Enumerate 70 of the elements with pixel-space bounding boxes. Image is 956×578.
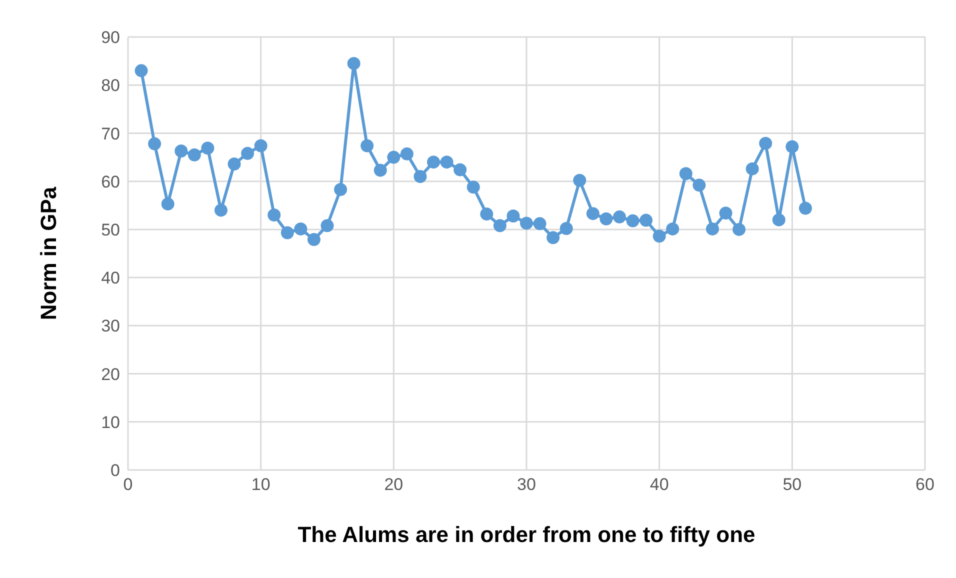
point xyxy=(347,56,360,70)
point xyxy=(254,139,268,152)
y-tick-label: 80 xyxy=(101,76,120,96)
point xyxy=(786,140,799,154)
point xyxy=(533,217,546,230)
y-axis-title: Norm in GPa xyxy=(36,186,61,320)
point xyxy=(480,208,494,221)
point xyxy=(228,158,241,171)
point xyxy=(188,148,201,162)
point xyxy=(600,212,613,226)
point xyxy=(798,202,812,215)
point xyxy=(214,204,228,217)
point xyxy=(334,183,348,196)
point xyxy=(134,64,148,78)
point xyxy=(772,213,786,226)
point xyxy=(454,163,467,176)
y-tick-label: 50 xyxy=(101,220,120,240)
point xyxy=(161,197,174,210)
y-tick-label: 70 xyxy=(101,124,120,144)
x-tick-label: 50 xyxy=(782,475,802,494)
point xyxy=(294,222,308,236)
point xyxy=(414,170,427,184)
point xyxy=(174,144,188,158)
point xyxy=(268,208,281,222)
point xyxy=(679,167,692,180)
point xyxy=(546,231,560,244)
point xyxy=(400,147,414,160)
y-tick-label: 10 xyxy=(101,412,120,432)
point xyxy=(746,162,759,176)
x-tick-label: 20 xyxy=(384,475,404,494)
x-tick-label: 0 xyxy=(123,475,133,494)
point xyxy=(360,139,374,152)
point xyxy=(732,222,746,236)
x-tick-label: 40 xyxy=(650,475,669,494)
point xyxy=(666,222,680,236)
point xyxy=(586,207,600,220)
point xyxy=(466,180,480,194)
x-tick-label: 30 xyxy=(517,475,536,494)
y-tick-label: 90 xyxy=(101,28,120,48)
point xyxy=(759,136,772,150)
point xyxy=(148,137,162,150)
point xyxy=(506,209,520,222)
y-tick-label: 20 xyxy=(101,364,120,384)
point xyxy=(626,214,640,228)
point xyxy=(320,219,334,232)
point xyxy=(573,174,586,187)
x-tick-label: 60 xyxy=(916,475,934,494)
point xyxy=(719,206,732,220)
point xyxy=(387,150,400,164)
point xyxy=(374,164,387,177)
point xyxy=(280,226,294,240)
y-tick-label: 0 xyxy=(110,461,120,480)
point xyxy=(640,214,653,227)
point xyxy=(560,222,573,235)
point xyxy=(612,210,626,224)
point xyxy=(241,146,254,160)
point xyxy=(706,222,719,236)
point xyxy=(652,230,666,243)
x-axis-title: The Alums are in order from one to fifty one xyxy=(298,522,756,547)
point xyxy=(201,142,214,155)
point xyxy=(427,156,440,169)
point xyxy=(493,219,506,232)
y-tick-label: 60 xyxy=(101,172,120,192)
point xyxy=(307,233,320,246)
x-tick-label: 10 xyxy=(251,475,270,494)
point xyxy=(520,216,533,230)
point xyxy=(692,178,706,192)
y-tick-label: 40 xyxy=(101,268,120,288)
point xyxy=(440,156,454,169)
y-tick-label: 30 xyxy=(101,316,120,336)
